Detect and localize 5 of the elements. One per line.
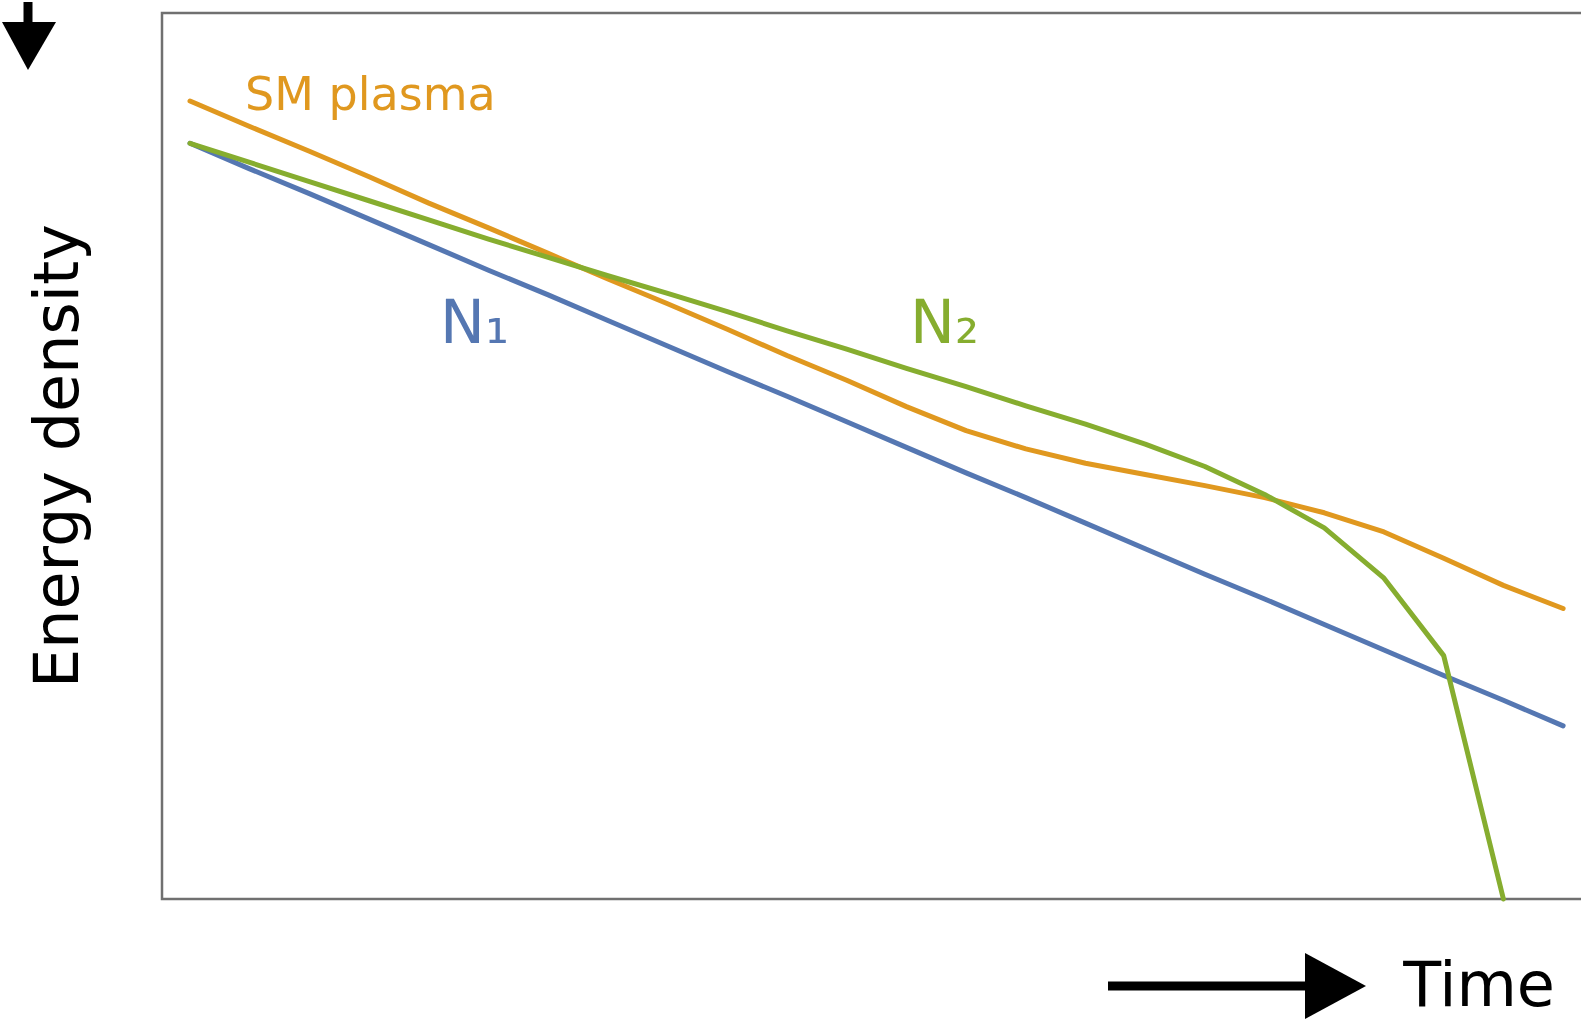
- y-axis-title: Energy density: [20, 223, 93, 689]
- series-label: SM plasma: [245, 67, 496, 121]
- x-axis-title: Time: [1402, 948, 1555, 1021]
- series-label: N₂: [910, 287, 979, 357]
- series-label: N₁: [440, 287, 509, 357]
